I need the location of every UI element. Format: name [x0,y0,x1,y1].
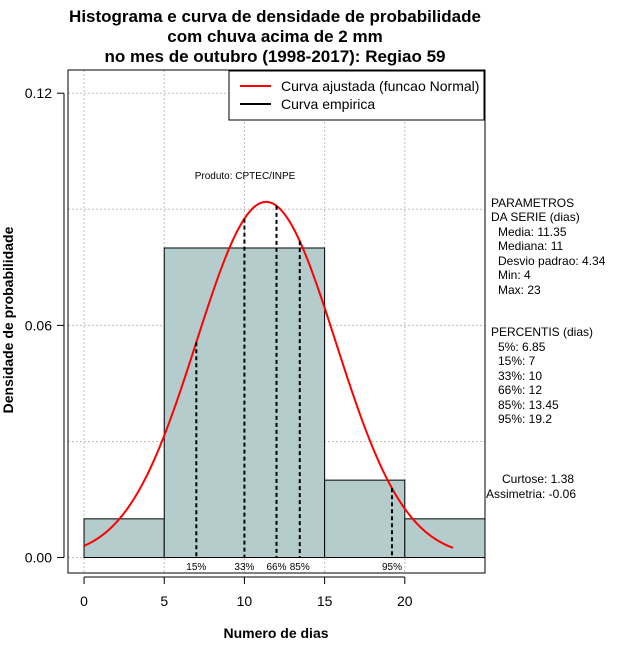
histogram-bar-1 [83,518,165,559]
assimetria-stat: Assimetria: -0.06 [486,487,576,501]
percentil-66: 66%: 12 [498,383,542,397]
percentile-label-15: 15% [186,562,206,573]
param-mediana: Mediana: 11 [498,239,563,253]
param-desvio: Desvio padrao: 4.34 [498,254,606,268]
percentil-15: 15%: 7 [498,354,536,368]
y-tick-label-1: 0.06 [25,317,52,333]
percentiles-panel: PERCENTIS (dias) 5%: 6.85 15%: 7 33%: 10… [491,325,593,426]
product-annotation: Produto: CPTEC/INPE [195,171,296,182]
x-tick-label-15: 15 [317,593,333,609]
legend: Curva ajustada (funcao Normal) Curva emp… [228,70,485,121]
chart-title-line-1: Histograma e curva de densidade de proba… [69,7,481,26]
y-axis-label: Densidade de probabilidade [0,226,16,413]
x-tick-label-10: 10 [237,593,253,609]
param-header-1: PARAMETROS [491,196,574,210]
normal-curve-layer [83,200,454,549]
x-tick-label-20: 20 [397,593,413,609]
percentil-5: 5%: 6.85 [498,340,546,354]
curtose-stat: Curtose: 1.38 [502,472,574,486]
x-tick-label-5: 5 [160,593,168,609]
chart-title-line-2: com chuva acima de 2 mm [167,27,382,46]
parameters-panel: PARAMETROS DA SERIE (dias) Media: 11.35 … [491,196,606,297]
param-min: Min: 4 [498,268,531,282]
percentil-85: 85%: 13.45 [498,398,559,412]
percentile-label-66: 66% [266,562,286,573]
x-axis-label: Numero de dias [223,625,328,641]
percentil-33: 33%: 10 [498,369,542,383]
legend-box [228,70,485,121]
chart-title-line-3: no mes de outubro (1998-2017): Regiao 59 [104,47,445,66]
legend-empirical-label: Curva empirica [281,96,375,112]
param-max: Max: 23 [498,283,541,297]
percentile-label-95: 95% [382,562,402,573]
percentis-header: PERCENTIS (dias) [491,325,593,339]
x-tick-label-0: 0 [80,593,88,609]
plot-frame [67,69,486,574]
param-media: Media: 11.35 [498,225,567,239]
percentile-lines: 15% 33% 66% 85% 95% [186,205,402,573]
percentile-label-85: 85% [290,562,310,573]
percentile-label-33: 33% [234,562,254,573]
histogram-bars [83,247,486,559]
axes: 0 5 10 15 20 0.00 0.06 0.12 [25,85,413,609]
y-tick-label-2: 0.12 [25,85,52,101]
normal-curve [83,200,454,549]
y-tick-label-0: 0.00 [25,550,52,566]
param-header-2: DA SERIE (dias) [491,210,580,224]
percentil-95: 95%: 19.2 [498,412,552,426]
legend-normal-label: Curva ajustada (funcao Normal) [281,78,479,94]
